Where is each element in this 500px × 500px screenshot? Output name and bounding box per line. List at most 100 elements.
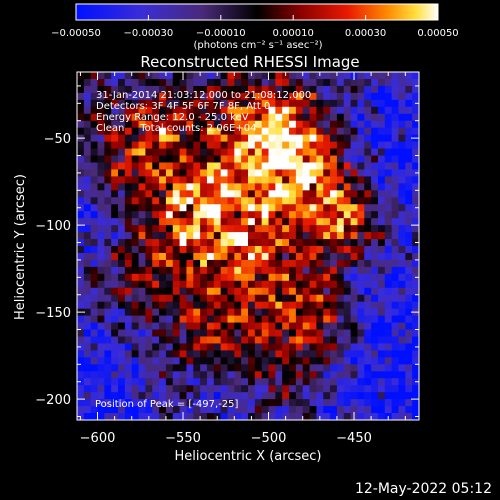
heatmap-cell: [159, 204, 167, 212]
heatmap-cell: [165, 301, 174, 310]
heatmap-cell: [350, 301, 358, 310]
heatmap-cell: [159, 211, 167, 219]
heatmap-cell: [200, 155, 208, 163]
heatmap-cell: [254, 113, 263, 122]
heatmap-cell: [275, 211, 283, 219]
heatmap-cell: [165, 134, 174, 143]
heatmap-cell: [131, 350, 140, 358]
heatmap-cell: [412, 294, 420, 303]
heatmap-cell: [111, 294, 119, 303]
heatmap-cell: [275, 259, 283, 268]
heatmap-cell: [186, 155, 194, 163]
heatmap-cell: [323, 155, 331, 163]
heatmap-cell: [330, 406, 338, 414]
heatmap-cell: [138, 204, 146, 212]
heatmap-cell: [295, 371, 304, 379]
heatmap-cell: [172, 294, 181, 303]
heatmap-cell: [111, 406, 119, 414]
heatmap-cell: [193, 120, 201, 129]
heatmap-cell: [330, 232, 338, 240]
heatmap-cell: [350, 92, 358, 101]
heatmap-cell: [200, 336, 208, 344]
heatmap-cell: [145, 85, 153, 94]
heatmap-cell: [350, 99, 358, 108]
heatmap-cell: [364, 280, 372, 289]
heatmap-cell: [323, 413, 331, 421]
heatmap-cell: [377, 218, 386, 226]
heatmap-cell: [83, 399, 92, 407]
heatmap-cell: [323, 92, 331, 101]
heatmap-cell: [316, 190, 324, 198]
heatmap-cell: [254, 127, 263, 136]
heatmap-cell: [405, 315, 413, 324]
heatmap-cell: [138, 308, 146, 317]
heatmap-cell: [179, 246, 187, 254]
heatmap-cell: [405, 141, 413, 150]
heatmap-cell: [268, 78, 276, 87]
heatmap-cell: [220, 183, 228, 191]
heatmap-cell: [97, 392, 105, 400]
heatmap-cell: [391, 162, 399, 170]
heatmap-cell: [152, 162, 160, 170]
heatmap-cell: [364, 287, 372, 296]
heatmap-cell: [412, 176, 420, 184]
heatmap-cell: [398, 232, 406, 240]
heatmap-cell: [316, 211, 324, 219]
heatmap-cell: [295, 85, 304, 94]
heatmap-cell: [145, 371, 153, 379]
heatmap-cell: [77, 106, 85, 115]
annotation-clean-counts: Clean Total counts: 2.06E+04: [96, 123, 256, 134]
heatmap-cell: [398, 308, 406, 317]
heatmap-cell: [90, 169, 99, 177]
heatmap-cell: [289, 350, 297, 358]
heatmap-cell: [364, 294, 372, 303]
heatmap-cell: [172, 204, 181, 212]
heatmap-cell: [220, 239, 228, 247]
heatmap-cell: [316, 399, 324, 407]
heatmap-cell: [282, 294, 290, 303]
heatmap-cell: [118, 399, 126, 407]
heatmap-cell: [384, 141, 393, 150]
heatmap-cell: [343, 155, 352, 163]
heatmap-cell: [97, 169, 105, 177]
heatmap-cell: [295, 176, 304, 184]
heatmap-cell: [111, 78, 119, 87]
heatmap-cell: [357, 141, 365, 150]
heatmap-cell: [357, 343, 365, 351]
heatmap-cell: [384, 211, 393, 219]
heatmap-cell: [268, 406, 276, 414]
heatmap-cell: [295, 378, 304, 386]
heatmap-cell: [391, 127, 399, 136]
heatmap-cell: [138, 280, 146, 289]
heatmap-cell: [391, 266, 399, 275]
heatmap-cell: [111, 218, 119, 226]
heatmap-cell: [384, 343, 393, 351]
heatmap-cell: [248, 120, 256, 129]
heatmap-cell: [152, 252, 160, 261]
heatmap-cell: [220, 120, 228, 129]
heatmap-cell: [405, 99, 413, 108]
heatmap-cell: [124, 294, 133, 303]
heatmap-cell: [405, 294, 413, 303]
heatmap-cell: [309, 385, 317, 393]
heatmap-cell: [111, 266, 119, 275]
heatmap-cell: [302, 225, 311, 233]
heatmap-cell: [261, 99, 270, 108]
heatmap-cell: [323, 329, 331, 337]
heatmap-cell: [343, 252, 352, 261]
heatmap-cell: [254, 183, 263, 191]
heatmap-cell: [241, 399, 249, 407]
heatmap-cell: [186, 350, 194, 358]
heatmap-cell: [179, 357, 187, 365]
heatmap-cell: [254, 273, 263, 282]
heatmap-cell: [77, 78, 85, 87]
heatmap-cell: [275, 78, 283, 87]
heatmap-cell: [97, 315, 105, 324]
heatmap-cell: [145, 385, 153, 393]
heatmap-cell: [152, 197, 160, 205]
heatmap-cell: [179, 364, 187, 372]
heatmap-cell: [261, 92, 270, 101]
heatmap-cell: [268, 350, 276, 358]
heatmap-cell: [323, 232, 331, 240]
heatmap-cell: [200, 350, 208, 358]
